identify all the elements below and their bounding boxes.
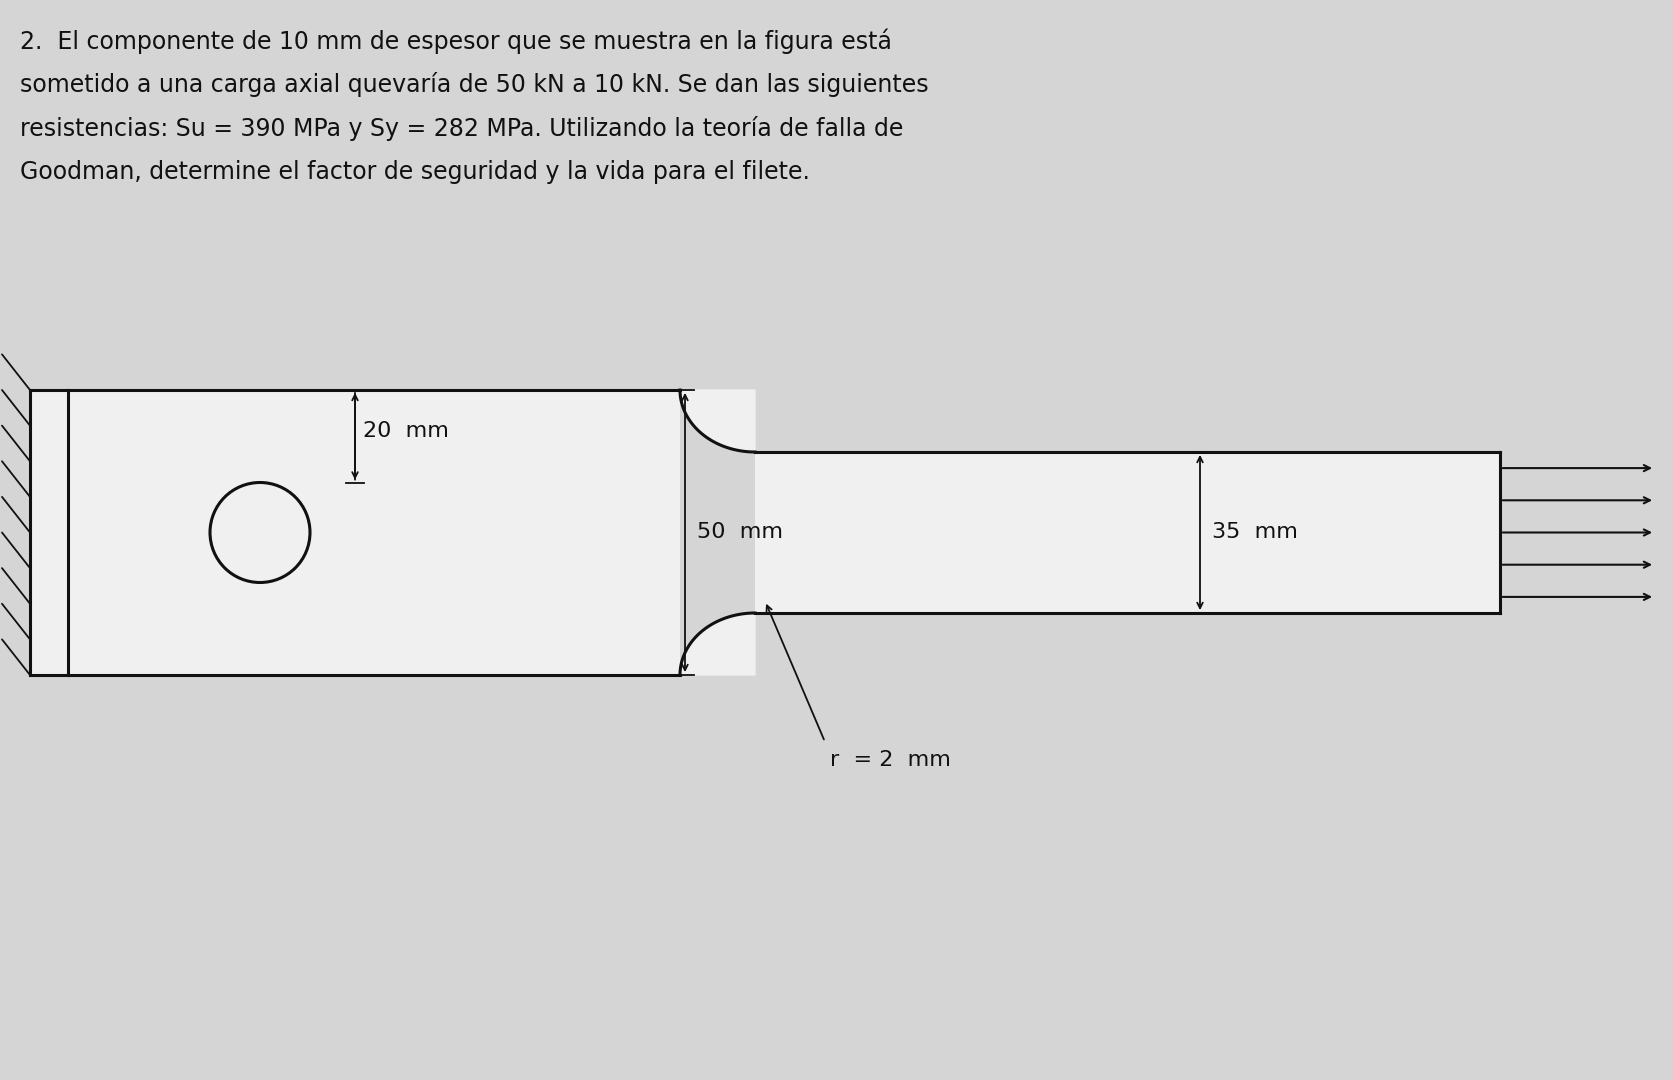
- Bar: [30, 390, 69, 675]
- Text: 50  mm: 50 mm: [696, 523, 783, 542]
- Text: r  = 2  mm: r = 2 mm: [830, 750, 950, 770]
- Text: resistencias: Su = 390 MPa y Sy = 282 MPa. Utilizando la teoría de falla de: resistencias: Su = 390 MPa y Sy = 282 MP…: [20, 116, 903, 141]
- Text: 35  mm: 35 mm: [1211, 523, 1297, 542]
- Bar: [755, 453, 1499, 613]
- Text: Goodman, determine el factor de seguridad y la vida para el filete.: Goodman, determine el factor de segurida…: [20, 160, 810, 184]
- Text: 2.  El componente de 10 mm de espesor que se muestra en la figura está: 2. El componente de 10 mm de espesor que…: [20, 28, 892, 54]
- Text: sometido a una carga axial quevaría de 50 kN a 10 kN. Se dan las siguientes: sometido a una carga axial quevaría de 5…: [20, 72, 929, 97]
- Polygon shape: [679, 613, 755, 675]
- Polygon shape: [679, 390, 755, 453]
- Bar: [69, 390, 679, 675]
- Text: 20  mm: 20 mm: [363, 421, 448, 442]
